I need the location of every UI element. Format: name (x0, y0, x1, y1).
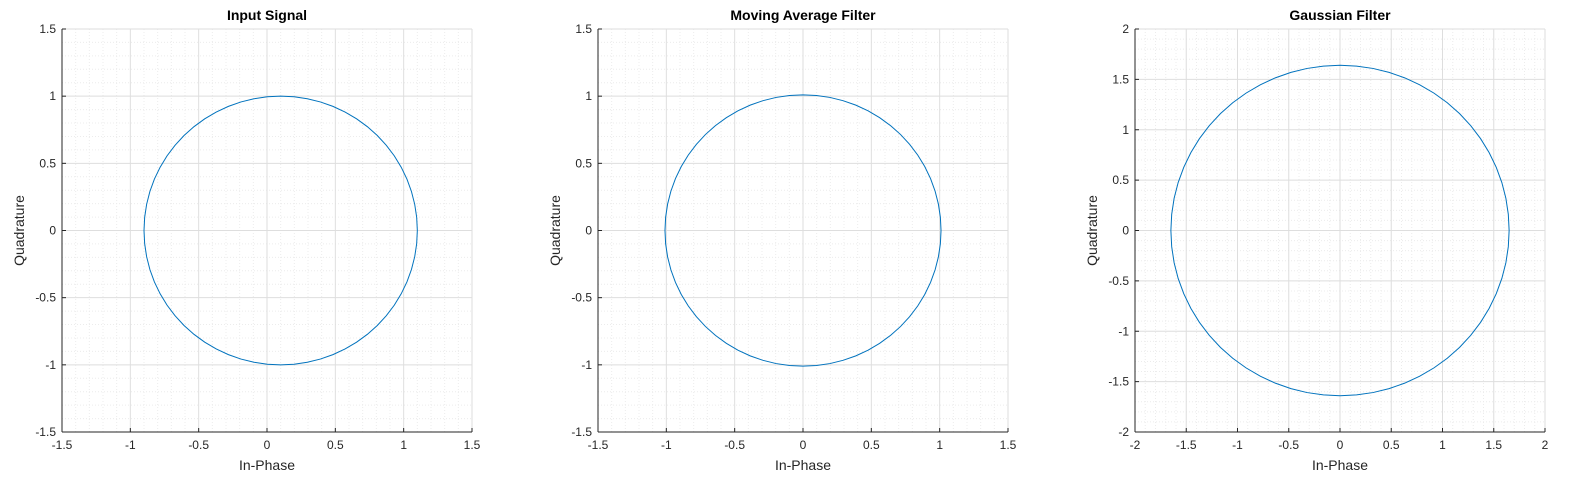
x-tick-label: 0 (800, 438, 807, 452)
x-axis-label: In-Phase (775, 457, 831, 473)
x-axis-label: In-Phase (1312, 457, 1368, 473)
x-tick-label: -1 (661, 438, 672, 452)
y-tick-label: -1 (581, 358, 592, 372)
x-tick-label: -1 (125, 438, 136, 452)
chart-title: Input Signal (227, 7, 307, 23)
x-tick-label: 1.5 (1000, 438, 1017, 452)
y-axis-label: Quadrature (1084, 195, 1100, 266)
x-tick-label: -0.5 (724, 438, 745, 452)
x-tick-label: 0.5 (1383, 438, 1400, 452)
y-tick-label: 1.5 (39, 22, 56, 36)
x-tick-label: 1 (1439, 438, 1446, 452)
x-tick-label: -1.5 (588, 438, 609, 452)
y-tick-label: -0.5 (1108, 274, 1129, 288)
y-tick-label: 0 (49, 224, 56, 238)
x-tick-label: 0.5 (327, 438, 344, 452)
y-tick-label: -1.5 (1108, 375, 1129, 389)
y-tick-label: 0.5 (39, 156, 56, 170)
y-tick-label: 1.5 (575, 22, 592, 36)
chart-title: Moving Average Filter (730, 7, 876, 23)
x-tick-label: 1.5 (1485, 438, 1502, 452)
chart-3: -2 -1.5 -1 -0.5 0 0.5 1 1.5 2 -2 -1.5 -1 -0.5 0 0.5 1 1.… (1084, 7, 1549, 473)
y-tick-label: 0.5 (575, 156, 592, 170)
x-tick-label: -0.5 (1278, 438, 1299, 452)
series-line (143, 95, 418, 366)
y-tick-label: -1 (45, 358, 56, 372)
series-line (664, 94, 942, 367)
x-tick-label: -1.5 (52, 438, 73, 452)
x-tick-label: 1 (936, 438, 943, 452)
x-tick-label: 0.5 (863, 438, 880, 452)
chart-title: Gaussian Filter (1289, 7, 1391, 23)
y-tick-label: 1 (585, 89, 592, 103)
x-tick-label: 0 (264, 438, 271, 452)
y-tick-label: -0.5 (35, 291, 56, 305)
y-tick-label: 1.5 (1112, 72, 1129, 86)
y-tick-label: 2 (1122, 22, 1129, 36)
y-tick-label: -2 (1118, 425, 1129, 439)
y-tick-label: 0.5 (1112, 173, 1129, 187)
y-tick-label: 0 (585, 224, 592, 238)
x-tick-label: -2 (1130, 438, 1141, 452)
x-tick-label: 0 (1337, 438, 1344, 452)
y-tick-label: -1 (1118, 324, 1129, 338)
y-tick-label: -1.5 (571, 425, 592, 439)
y-tick-label: -0.5 (571, 291, 592, 305)
chart-2: -1.5 -1 -0.5 0 0.5 1 1.5 -1.5 -1 -0.5 0 0.5 1 1.5 Movi… (547, 7, 1017, 473)
y-tick-label: 1 (49, 89, 56, 103)
y-tick-label: 0 (1122, 224, 1129, 238)
x-tick-label: -1 (1232, 438, 1243, 452)
x-tick-label: 1 (400, 438, 407, 452)
y-axis-label: Quadrature (547, 195, 563, 266)
x-axis-label: In-Phase (239, 457, 295, 473)
y-axis-label: Quadrature (11, 195, 27, 266)
x-tick-label: -1.5 (1176, 438, 1197, 452)
y-tick-label: 1 (1122, 123, 1129, 137)
x-tick-label: -0.5 (188, 438, 209, 452)
x-tick-label: 2 (1542, 438, 1549, 452)
chart-1: -1.5 -1 -0.5 0 0.5 1 1.5 -1.5 -1 -0.5 0 0.5 1 1.5 Inpu… (11, 7, 481, 473)
series-line (1170, 64, 1510, 397)
x-tick-label: 1.5 (464, 438, 481, 452)
y-tick-label: -1.5 (35, 425, 56, 439)
